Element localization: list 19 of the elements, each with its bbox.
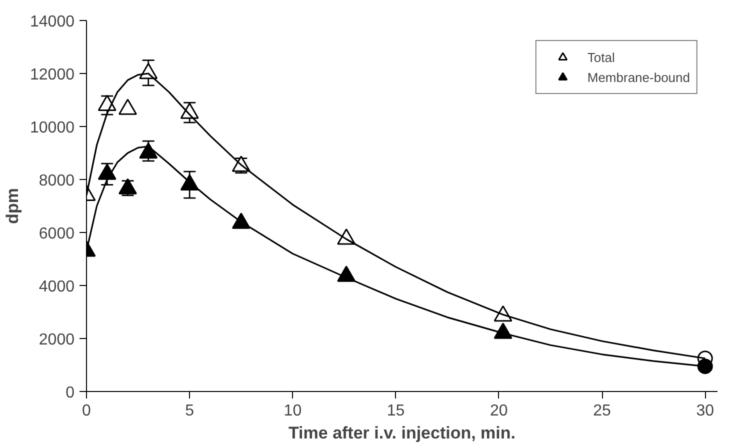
x-tick-label: 20 [490,402,508,420]
x-tick-label: 10 [284,402,302,420]
y-tick-label: 4000 [38,278,75,296]
y-tick-label: 10000 [30,120,75,136]
x-tick-label: 15 [386,402,405,420]
x-axis-title: Time after i.v. injection, min. [288,424,516,442]
legend-label: Total [587,50,615,64]
y-tick-label: 14000 [30,14,75,30]
x-tick-label: 30 [696,402,714,420]
y-tick-label: 8000 [38,172,75,190]
legend-label: Membrane-bound [587,70,690,84]
x-tick-label: 0 [82,402,92,420]
y-axis-title: dpm [3,188,22,224]
x-tick-label: 5 [185,402,194,420]
y-tick-label: 12000 [30,66,75,84]
y-tick-label: 0 [66,384,75,402]
y-tick-label: 6000 [38,226,75,242]
y-tick-label: 2000 [38,332,75,348]
x-tick-label: 25 [593,402,612,420]
